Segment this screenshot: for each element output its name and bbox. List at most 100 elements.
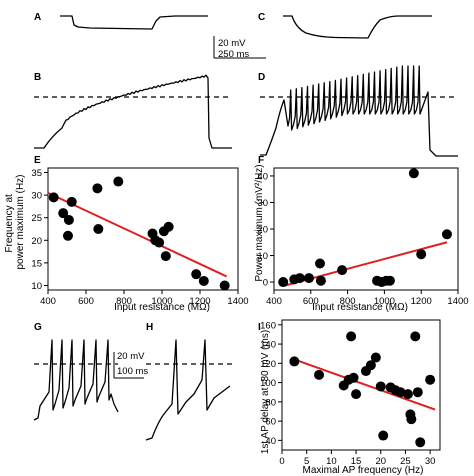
chart-f-point (278, 277, 289, 288)
chart-i-point (351, 389, 362, 400)
chart-i-point (415, 437, 426, 448)
chart-f-xlabel: Input resistance (MΩ) (312, 302, 408, 313)
chart-f-xtick-label: 1200 (411, 296, 432, 307)
chart-i-fit-line (294, 358, 436, 411)
panel-letter-d: D (258, 72, 265, 83)
chart-f-point (416, 249, 427, 260)
chart-f-ytick-label: 40 (257, 171, 268, 182)
chart-i-point (346, 331, 357, 342)
trace-g (33, 339, 119, 421)
trace-b (34, 74, 232, 149)
chart-f: Power maximum (mV²/Hz) Input resistance … (254, 164, 469, 313)
chart-e-point (219, 280, 230, 291)
chart-f-point (384, 275, 395, 286)
chart-e-xtick-label: 800 (116, 296, 132, 307)
chart-i-ylabel: 1st AP delay at -80 mV (ms) (260, 330, 271, 454)
chart-f-xtick-label: 1000 (374, 296, 395, 307)
chart-i-ytick-label: 120 (260, 359, 276, 370)
chart-f-xtick-label: 600 (303, 296, 319, 307)
chart-e-ylabel: Frequency at power maximum (Hz) (4, 174, 26, 269)
chart-i-point (289, 356, 300, 367)
chart-i-point (314, 369, 325, 380)
scale-bar-bottom-voltage: 20 mV (117, 351, 145, 362)
chart-e-point (113, 176, 124, 187)
chart-i-frame (281, 319, 441, 451)
chart-f-xtick-label: 400 (266, 296, 282, 307)
chart-f-point (408, 168, 419, 179)
chart-i-xtick-label: 0 (279, 456, 284, 467)
chart-i-xtick-label: 25 (400, 456, 411, 467)
panel-letter-i: I (258, 322, 261, 333)
chart-e-xtick-label: 600 (78, 296, 94, 307)
chart-i-ytick-label: 60 (265, 417, 276, 428)
panel-letter-f: F (258, 155, 264, 166)
chart-i-point (365, 360, 376, 371)
chart-i-ytick-label: 100 (260, 378, 276, 389)
chart-f-point (337, 265, 348, 276)
chart-e-point (93, 224, 104, 234)
chart-i-xtick-label: 30 (425, 456, 436, 467)
chart-e-point (62, 230, 73, 241)
chart-f-ytick-label: 10 (257, 251, 268, 262)
scale-bar-top-voltage: 20 mV (218, 38, 246, 49)
chart-e-xtick-label: 1200 (189, 296, 210, 307)
chart-i-xtick-label: 10 (326, 456, 337, 467)
chart-e-xtick-label: 1400 (227, 296, 248, 307)
chart-i: 1st AP delay at -80 mV (ms) Maximal AP f… (260, 319, 441, 476)
chart-f-ytick-label: 0 (263, 278, 268, 289)
chart-i-xtick-label: 5 (304, 456, 309, 467)
chart-f-point (315, 275, 326, 286)
chart-i-point (406, 414, 417, 425)
chart-e-ytick-label: 25 (31, 213, 42, 224)
chart-e-point (66, 196, 77, 207)
panel-letter-a: A (34, 12, 41, 23)
chart-e-point (58, 208, 69, 219)
chart-e-ylabel-line-2: power maximum (Hz) (15, 174, 26, 269)
panel-letter-c: C (258, 12, 265, 23)
panel-letter-b: B (34, 72, 41, 83)
chart-e-ytick-label: 15 (31, 258, 42, 269)
scale-bar-bottom: 20 mV 100 ms (113, 351, 148, 379)
trace-h (145, 339, 231, 441)
chart-e-point (191, 269, 202, 280)
chart-e-point (154, 237, 165, 248)
chart-e-ytick-label: 20 (31, 236, 42, 247)
chart-f-point (294, 273, 305, 284)
chart-e-xlabel: Input resistance (MΩ) (114, 302, 210, 313)
chart-e-point (48, 192, 59, 203)
chart-e-ytick-label: 10 (31, 281, 42, 292)
panel-letter-e: E (34, 155, 41, 166)
chart-i-xtick-label: 20 (375, 456, 386, 467)
chart-e-point (160, 251, 171, 262)
chart-i-ytick-label: 160 (260, 320, 276, 331)
chart-f-point (315, 258, 325, 269)
scale-bar-bottom-time: 100 ms (117, 366, 148, 377)
chart-f-xtick-label: 800 (340, 296, 356, 307)
chart-e-frame (47, 167, 239, 291)
chart-f-ytick-label: 30 (257, 198, 268, 209)
trace-d (260, 65, 458, 157)
chart-e: Frequency at power maximum (Hz) Input re… (4, 167, 249, 313)
chart-e-point (92, 183, 103, 194)
chart-e-ytick-label: 30 (31, 191, 42, 202)
chart-e-xtick-label: 400 (40, 296, 56, 307)
chart-f-point (441, 229, 452, 240)
chart-f-point (303, 273, 314, 284)
panel-letter-h: H (146, 322, 153, 333)
chart-i-xlabel: Maximal AP frequency (Hz) (303, 465, 424, 476)
trace-c (283, 15, 432, 39)
chart-i-ytick-label: 80 (265, 397, 276, 408)
chart-i-point (412, 387, 423, 398)
scale-bar-top-time: 250 ms (218, 49, 249, 60)
chart-e-xtick-label: 1000 (151, 296, 172, 307)
chart-e-ytick-label: 35 (31, 168, 42, 179)
chart-e-point (198, 275, 209, 286)
chart-i-point (410, 331, 421, 342)
chart-f-frame (273, 167, 459, 291)
chart-i-ytick-label: 40 (265, 436, 276, 447)
panel-letter-g: G (34, 322, 42, 333)
trace-a (60, 15, 208, 30)
chart-i-point (348, 372, 359, 383)
chart-f-ylabel: Power maximum (mV²/Hz) (254, 164, 265, 281)
